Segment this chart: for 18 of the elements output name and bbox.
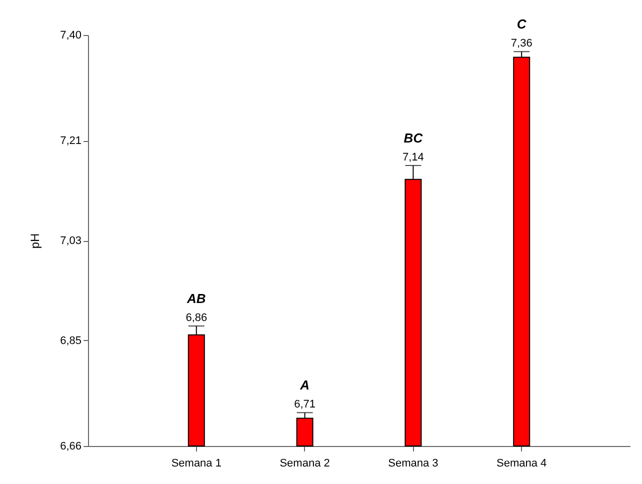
data-label: 7,14: [402, 152, 424, 164]
x-tick-label: Semana 4: [496, 458, 547, 470]
y-tick-label: 7,03: [60, 235, 82, 247]
x-tick-label: Semana 3: [388, 458, 438, 470]
y-tick-label: 6,85: [60, 334, 82, 347]
annotation: AB: [186, 291, 206, 306]
y-tick-label: 6,66: [60, 440, 82, 452]
annotation: BC: [404, 130, 424, 146]
y-tick-label: 7,40: [60, 30, 82, 42]
data-label: 6,71: [294, 398, 316, 411]
x-tick-label: Semana 1: [171, 458, 222, 470]
x-tick-label: Semana 2: [280, 458, 330, 470]
data-label: 6,86: [186, 312, 208, 324]
text: C: [516, 16, 527, 32]
annotation: A: [299, 378, 310, 393]
data-label: 7,36: [510, 38, 532, 50]
y-axis-title: pH: [28, 233, 42, 249]
y-tick-label: 7,21: [60, 135, 82, 148]
